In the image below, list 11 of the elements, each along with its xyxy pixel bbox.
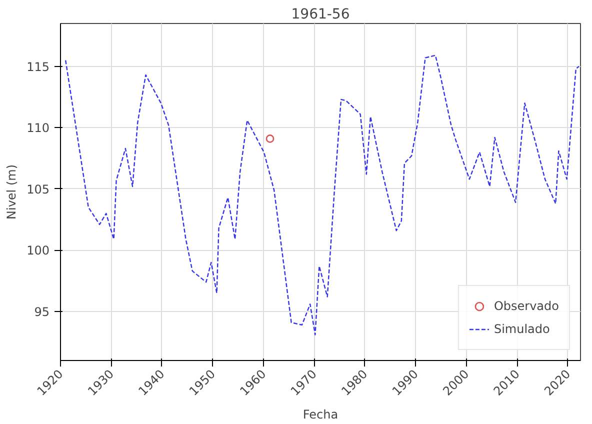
line-series: [64, 54, 580, 336]
y-axis-title: Nivel (m): [4, 164, 19, 220]
legend-label: Simulado: [494, 322, 550, 336]
y-tick-label: 100: [26, 244, 50, 258]
x-axis-title: Fecha: [302, 407, 338, 422]
y-tick-label: 95: [34, 304, 50, 319]
y-tick-label: 115: [26, 60, 50, 74]
legend-label: Observado: [494, 299, 559, 313]
chart-title: 1961-56: [291, 6, 350, 22]
y-tick-label: 105: [26, 182, 50, 196]
y-tick-label: 110: [26, 121, 50, 136]
